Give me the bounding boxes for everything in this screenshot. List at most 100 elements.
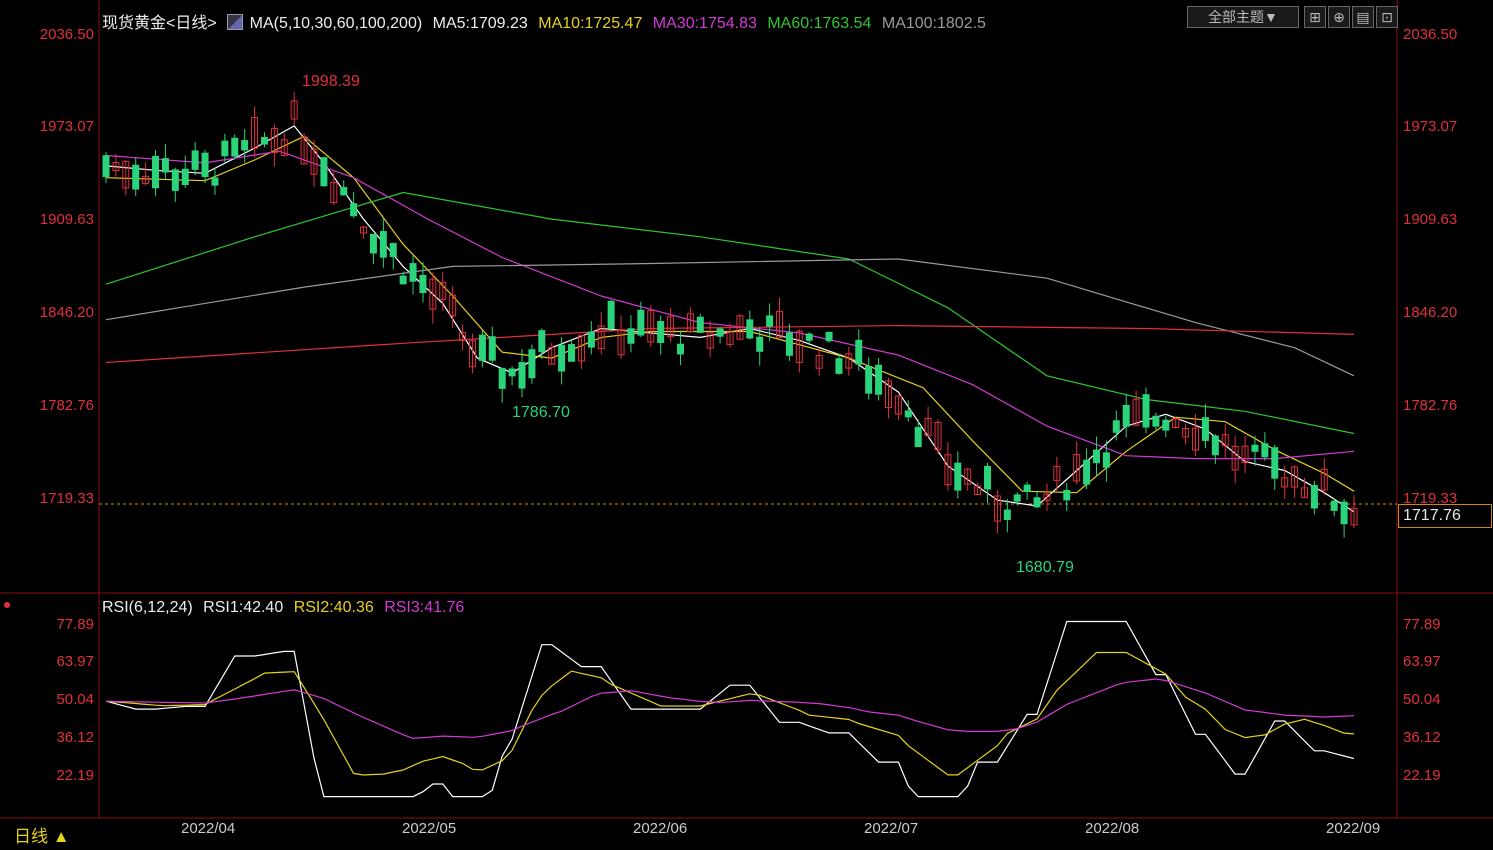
- candle-body: [290, 100, 298, 120]
- candle-body: [369, 233, 377, 254]
- candle-body: [132, 164, 140, 190]
- candle-body: [389, 243, 397, 258]
- candle-body: [1073, 454, 1081, 482]
- candle-body: [954, 462, 962, 491]
- low-price-annotation: 1786.70: [512, 404, 570, 421]
- candle-body: [607, 300, 615, 330]
- rsi-axis-left-tick: 22.19: [56, 767, 94, 784]
- candle-body: [904, 410, 912, 418]
- date-axis-label: 2022/09: [1326, 820, 1381, 837]
- candle-body: [587, 331, 595, 348]
- price-axis-left-tick: 1846.20: [39, 304, 94, 321]
- candle-body: [538, 330, 546, 353]
- rsi-axis-right-tick: 77.89: [1403, 616, 1441, 633]
- candle-body: [1320, 468, 1328, 491]
- current-price-label: 1717.76: [1398, 504, 1492, 528]
- candle-body: [736, 315, 744, 340]
- rsi3-line: [105, 678, 1355, 740]
- candle-body: [1033, 497, 1041, 508]
- rsi-axis-right-tick: 63.97: [1403, 653, 1441, 670]
- zoom-in-icon[interactable]: ⊕: [1328, 6, 1350, 28]
- candle-body: [617, 329, 625, 356]
- candle-body: [152, 155, 160, 189]
- rsi-params[interactable]: RSI(6,12,24): [102, 599, 193, 616]
- candle-body: [260, 137, 268, 145]
- candle-body: [478, 334, 486, 361]
- rsi-axis-left-tick: 63.97: [56, 653, 94, 670]
- candle-body: [1201, 417, 1209, 441]
- ma100-line: [105, 258, 1355, 377]
- candle-body: [1241, 445, 1249, 464]
- ma100-value: MA100:1802.5: [881, 15, 986, 32]
- candle-body: [1142, 394, 1150, 428]
- layout-grid-icon[interactable]: ⊞: [1304, 6, 1326, 28]
- rsi-axis-left-tick: 50.04: [56, 691, 94, 708]
- ma60-line: [105, 191, 1355, 435]
- candle-body: [756, 336, 764, 352]
- candle-body: [191, 150, 199, 170]
- price-axis-right-tick: 1719.33: [1403, 490, 1458, 507]
- candle-body: [696, 316, 704, 333]
- ma-toggle-icon[interactable]: [227, 14, 244, 30]
- candle-body: [993, 495, 1001, 522]
- candle-body: [637, 309, 645, 336]
- price-axis-left-tick: 2036.50: [39, 26, 94, 43]
- candle-body: [122, 160, 130, 189]
- candle-body: [468, 340, 476, 368]
- candle-body: [1271, 447, 1279, 479]
- candle-body: [676, 343, 684, 355]
- rsi1-value: RSI1:42.40: [203, 599, 284, 616]
- candle-body: [102, 155, 110, 178]
- candle-body: [825, 331, 833, 342]
- candle-body: [498, 367, 506, 389]
- candle-body: [776, 310, 784, 338]
- candle-body: [1083, 459, 1091, 485]
- candle-body: [1310, 485, 1318, 509]
- candle-body: [914, 426, 922, 448]
- candle-body: [726, 331, 734, 345]
- date-axis-label: 2022/08: [1085, 820, 1140, 837]
- candle-body: [875, 364, 883, 395]
- period-tab[interactable]: 日线 ▲: [14, 827, 70, 846]
- high-price-annotation: 1998.39: [302, 73, 360, 90]
- candle-body: [1152, 415, 1160, 427]
- candle-body: [558, 344, 566, 372]
- candle-body: [142, 175, 150, 185]
- candle-body: [944, 454, 952, 486]
- candle-body: [795, 330, 803, 363]
- expand-icon[interactable]: ⊡: [1376, 6, 1398, 28]
- candle-body: [627, 328, 635, 344]
- rsi-axis-right-tick: 36.12: [1403, 729, 1441, 746]
- date-axis-label: 2022/05: [402, 820, 457, 837]
- ma-params: MA(5,10,30,60,100,200): [249, 15, 423, 32]
- candle-body: [1221, 434, 1229, 447]
- candle-body: [528, 349, 536, 379]
- price-axis-left-tick: 1782.76: [39, 397, 94, 414]
- ma30-value: MA30:1754.83: [652, 15, 757, 32]
- theme-dropdown-button[interactable]: 全部主题▼: [1187, 6, 1299, 28]
- candle-body: [716, 328, 724, 337]
- candle-body: [766, 315, 774, 327]
- candle-body: [270, 127, 278, 154]
- candle-body: [320, 157, 328, 187]
- indicator-dot-icon[interactable]: [4, 602, 10, 608]
- candle-body: [1340, 501, 1348, 525]
- candle-body: [855, 339, 863, 365]
- candle-body: [667, 316, 675, 338]
- symbol-title[interactable]: 现货黄金<日线>: [102, 15, 217, 32]
- candle-body: [1013, 494, 1021, 502]
- bar-chart-icon[interactable]: ▤: [1352, 6, 1374, 28]
- candle-body: [1023, 484, 1031, 492]
- candlesticks: [102, 92, 1358, 538]
- candle-body: [340, 187, 348, 196]
- candle-body: [657, 321, 665, 344]
- candle-body: [1132, 398, 1140, 426]
- candle-body: [181, 168, 189, 186]
- candle-body: [1092, 449, 1100, 464]
- candle-body: [409, 263, 417, 282]
- rsi-axis-left-tick: 77.89: [56, 616, 94, 633]
- candle-body: [449, 294, 457, 317]
- candle-body: [399, 275, 407, 285]
- candle-body: [161, 158, 169, 173]
